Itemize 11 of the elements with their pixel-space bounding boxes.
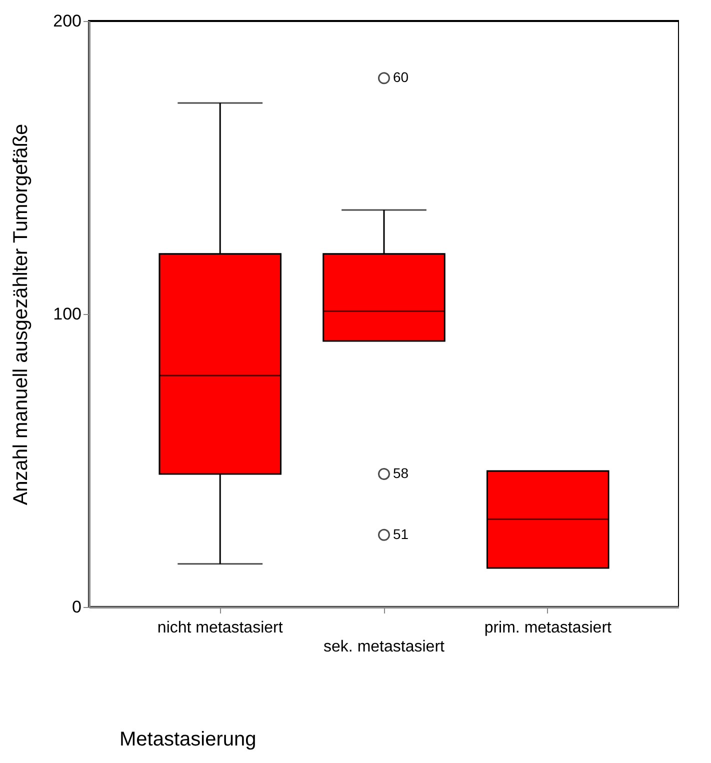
y-tick-label: 0 [72, 598, 82, 616]
x-tick-label: prim. metastasiert [484, 620, 612, 636]
annotation: 58 [393, 464, 409, 481]
y-tick-label: 200 [53, 12, 82, 30]
x-tick-label: sek. metastasiert [324, 638, 446, 656]
annotation: 60 [393, 69, 409, 86]
y-tick-label: 100 [53, 304, 82, 324]
annotation: 51 [393, 526, 409, 542]
x-tick-label: nicht metastasiert [157, 620, 284, 636]
x-axis-title: Metastasierung [120, 728, 256, 750]
y-axis-title: Anzahl manuell ausgezählter Tumorgefäße [10, 124, 32, 506]
